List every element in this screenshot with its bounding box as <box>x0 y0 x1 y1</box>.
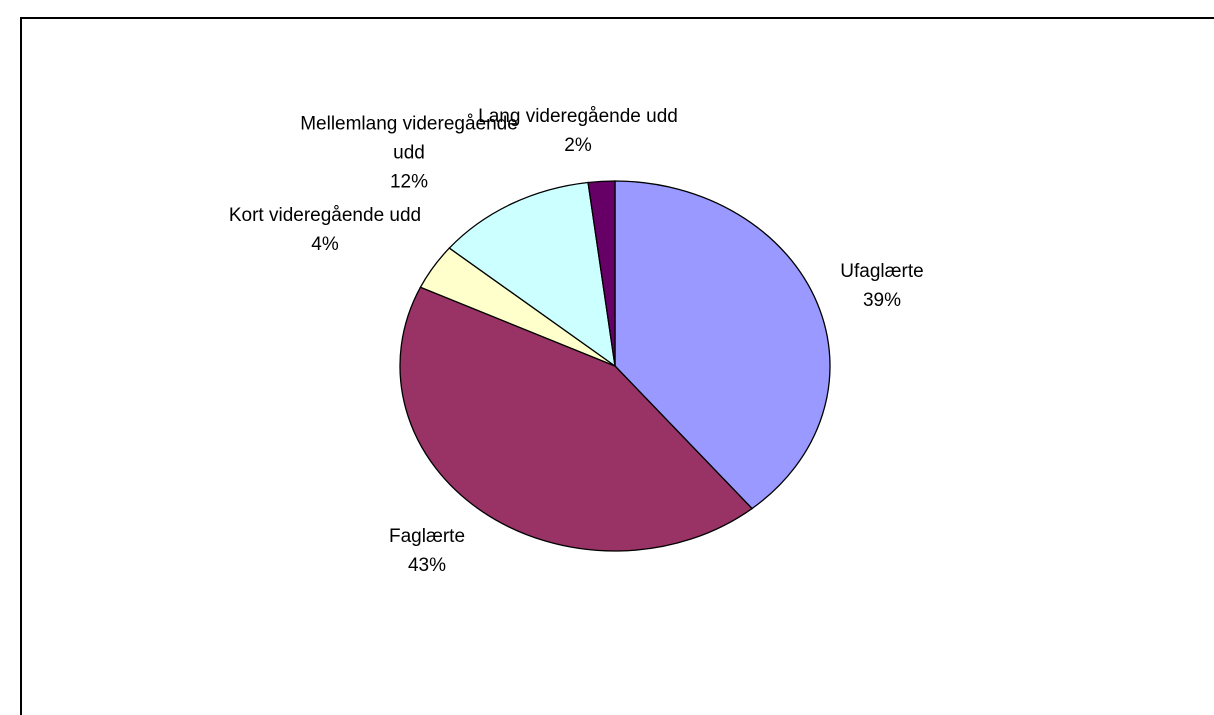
value-label: 12% <box>389 171 429 193</box>
pie-slice <box>587 180 616 367</box>
category-label: Faglærte <box>388 526 466 547</box>
category-label: Ufaglærte <box>840 261 924 282</box>
slice-label: Mellemlang videregående udd 12% <box>299 110 519 197</box>
pie-slice <box>399 286 754 552</box>
value-label: 43% <box>407 555 447 576</box>
value-label: 39% <box>862 290 902 311</box>
slice-label: Faglærte 43% <box>347 522 507 580</box>
slice-label: Ufaglærte 39% <box>802 257 962 315</box>
value-label: 4% <box>311 234 339 255</box>
category-label: Lang videregående udd <box>478 106 678 127</box>
category-label: Kort videregående udd <box>228 205 422 226</box>
slice-label: Lang videregående udd 2% <box>458 102 698 160</box>
value-label: 2% <box>564 135 592 156</box>
category-label: Mellemlang videregående udd <box>300 113 518 164</box>
pie-slice <box>614 180 831 510</box>
pie-slice <box>448 181 616 368</box>
slice-label: Kort videregående udd 4% <box>210 201 440 259</box>
chart-frame <box>20 17 1214 715</box>
